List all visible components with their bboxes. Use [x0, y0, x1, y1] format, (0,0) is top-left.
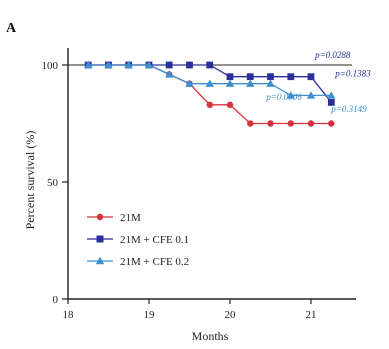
- x-axis-title: Months: [192, 329, 229, 343]
- p-value-annotation: p=0.3149: [330, 104, 367, 114]
- data-point: [186, 61, 193, 69]
- panel-letter: A: [6, 21, 17, 36]
- data-point: [165, 70, 174, 78]
- legend-item-21m-cfe-01: 21M + CFE 0.1: [87, 234, 189, 246]
- data-point: [144, 60, 154, 69]
- legend-label: 21M + CFE 0.2: [120, 256, 189, 268]
- data-point: [165, 61, 173, 69]
- p-value-annotation: p=0.0288: [314, 50, 351, 60]
- data-point: [226, 73, 234, 81]
- p-value-annotation: p=0.1383: [334, 69, 371, 79]
- x-tick-label: 18: [63, 309, 75, 321]
- data-point: [287, 73, 295, 81]
- y-tick-label: 0: [53, 294, 59, 306]
- data-point: [247, 120, 254, 127]
- legend-label: 21M: [120, 212, 141, 224]
- data-point: [307, 120, 315, 127]
- data-point: [206, 101, 213, 109]
- legend-item-21m: 21M: [87, 212, 141, 224]
- data-point: [225, 79, 235, 87]
- data-point: [226, 101, 234, 109]
- x-tick-label: 21: [306, 309, 317, 321]
- legend-label: 21M + CFE 0.1: [120, 234, 189, 246]
- data-point: [124, 60, 133, 69]
- data-point: [266, 79, 275, 87]
- legend-item-21m-cfe-02: 21M + CFE 0.2: [87, 256, 189, 268]
- data-point: [185, 79, 194, 87]
- x-tick-label: 20: [225, 309, 237, 321]
- data-point: [267, 73, 274, 81]
- data-point: [246, 73, 254, 81]
- annotation-layer: p=0.0288 p=0.1383 p=0.0006 p=0.3149: [265, 50, 371, 114]
- y-tick-label: 50: [47, 177, 59, 189]
- p-value-annotation: p=0.0006: [265, 92, 302, 102]
- data-point: [267, 120, 274, 127]
- data-point: [328, 120, 335, 127]
- y-axis-title: Percent survival (%): [23, 131, 37, 230]
- x-axis-ticks: 18 19 20 21: [63, 299, 317, 321]
- data-point: [327, 99, 335, 106]
- data-point: [104, 60, 113, 69]
- legend-marker-triangle: [95, 256, 105, 265]
- data-point: [84, 60, 93, 69]
- data-point: [327, 91, 336, 99]
- y-tick-label: 100: [42, 60, 59, 72]
- series-21m-cfe-0-2: [84, 60, 336, 99]
- data-point: [307, 73, 315, 81]
- legend-marker-square: [96, 235, 104, 243]
- data-point: [286, 91, 295, 99]
- data-point: [287, 120, 294, 127]
- legend: 21M 21M + CFE 0.1 21M + CFE 0.2: [87, 212, 189, 268]
- x-tick-label: 19: [144, 309, 156, 321]
- data-point: [246, 79, 255, 87]
- data-point: [206, 61, 214, 69]
- data-point: [205, 79, 214, 87]
- y-axis-ticks: 0 50 100: [42, 60, 68, 306]
- series-layer: [84, 60, 336, 127]
- legend-marker-circle: [96, 213, 104, 221]
- data-point: [306, 91, 316, 99]
